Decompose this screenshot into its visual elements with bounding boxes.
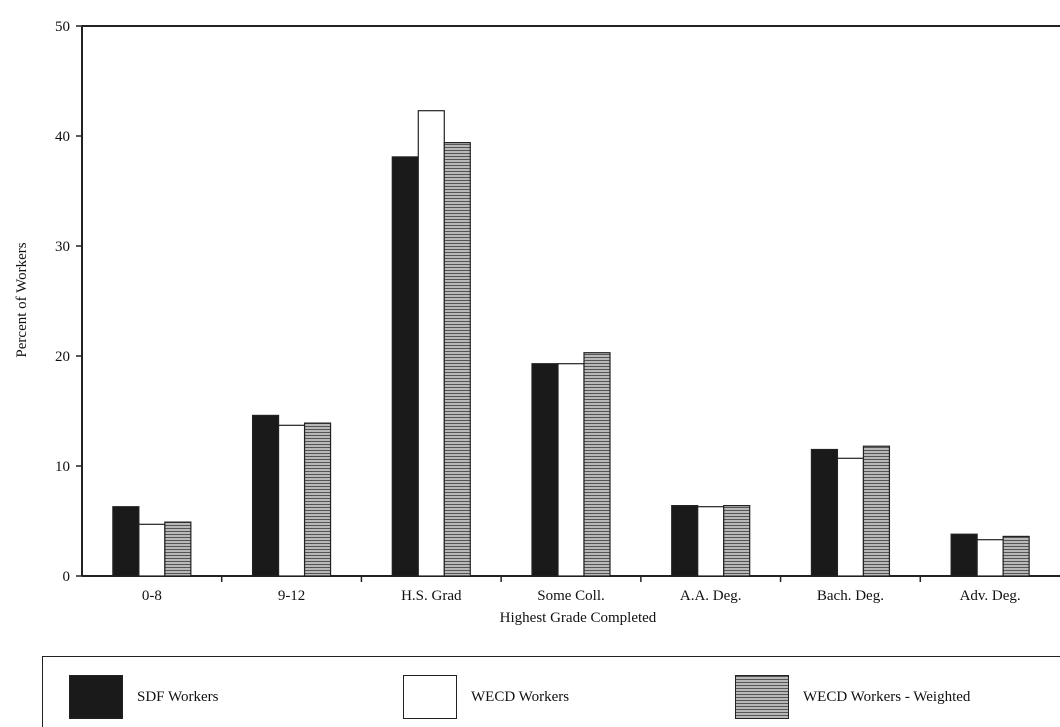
bar-sdf-workers-4 <box>531 363 559 577</box>
legend-item-wecd-weighted: WECD Workers - Weighted <box>735 675 970 719</box>
legend-swatch-wecd-weighted <box>735 675 789 719</box>
bar-wecd-workers-4 <box>557 363 585 577</box>
bar-wecd-workers-weighted-5 <box>723 505 751 577</box>
legend-label-wecd-weighted: WECD Workers - Weighted <box>803 688 971 705</box>
bar-wecd-workers-weighted-4 <box>583 352 611 577</box>
y-tick-label: 40 <box>55 129 70 145</box>
x-tick-label: A.A. Deg. <box>680 588 742 604</box>
bar-wecd-workers-2 <box>277 424 306 577</box>
bar-wecd-workers-1 <box>138 523 166 577</box>
y-tick-label: 10 <box>55 459 70 475</box>
bar-sdf-workers-6 <box>810 448 839 577</box>
bar-wecd-workers-weighted-6 <box>862 445 891 577</box>
bar-wecd-workers-5 <box>697 506 725 577</box>
legend-swatch-sdf <box>69 675 123 719</box>
legend-item-sdf: SDF Workers <box>69 675 218 719</box>
legend-label-sdf: SDF Workers <box>137 688 219 705</box>
legend: SDF Workers WECD Workers WECD Workers - … <box>42 656 1060 727</box>
bar-wecd-workers-7 <box>976 539 1004 577</box>
x-tick-label: Adv. Deg. <box>960 588 1021 604</box>
bar-wecd-workers-weighted-7 <box>1002 535 1030 577</box>
y-tick-label: 50 <box>55 19 70 35</box>
y-tick-label: 0 <box>63 569 71 585</box>
x-tick-label: Some Coll. <box>537 588 605 604</box>
y-axis-label: Percent of Workers <box>14 242 30 357</box>
x-tick-label: 9-12 <box>278 588 306 604</box>
bar-wecd-workers-weighted-2 <box>303 422 332 577</box>
bar-sdf-workers-3 <box>391 156 419 577</box>
tick-labels: 0 10 20 30 40 50 0-8 9-12 H.S. Grad Some Coll. A.A… <box>55 19 1021 604</box>
legend-label-wecd: WECD Workers <box>471 688 570 705</box>
bar-sdf-workers-1 <box>112 506 140 577</box>
bar-chart: 0 10 20 30 40 50 0-8 9-12 H.S. Grad Some Coll. A.A… <box>14 19 1060 626</box>
bar-wecd-workers-6 <box>836 457 865 577</box>
x-tick-label: H.S. Grad <box>401 588 462 604</box>
bar-sdf-workers-5 <box>671 505 699 577</box>
legend-swatch-wecd <box>403 675 457 719</box>
x-tick-label: Bach. Deg. <box>817 588 884 604</box>
y-tick-label: 20 <box>55 349 70 365</box>
bar-wecd-workers-3 <box>417 110 445 577</box>
x-tick-label: 0-8 <box>142 588 162 604</box>
legend-item-wecd: WECD Workers <box>403 675 569 719</box>
bar-wecd-workers-weighted-3 <box>443 142 471 577</box>
y-tick-label: 30 <box>55 239 70 255</box>
bar-sdf-workers-7 <box>950 533 978 577</box>
x-axis-label: Highest Grade Completed <box>500 610 657 626</box>
bar-sdf-workers-2 <box>251 414 280 577</box>
bar-wecd-workers-weighted-1 <box>164 521 192 577</box>
bars <box>112 110 1030 577</box>
